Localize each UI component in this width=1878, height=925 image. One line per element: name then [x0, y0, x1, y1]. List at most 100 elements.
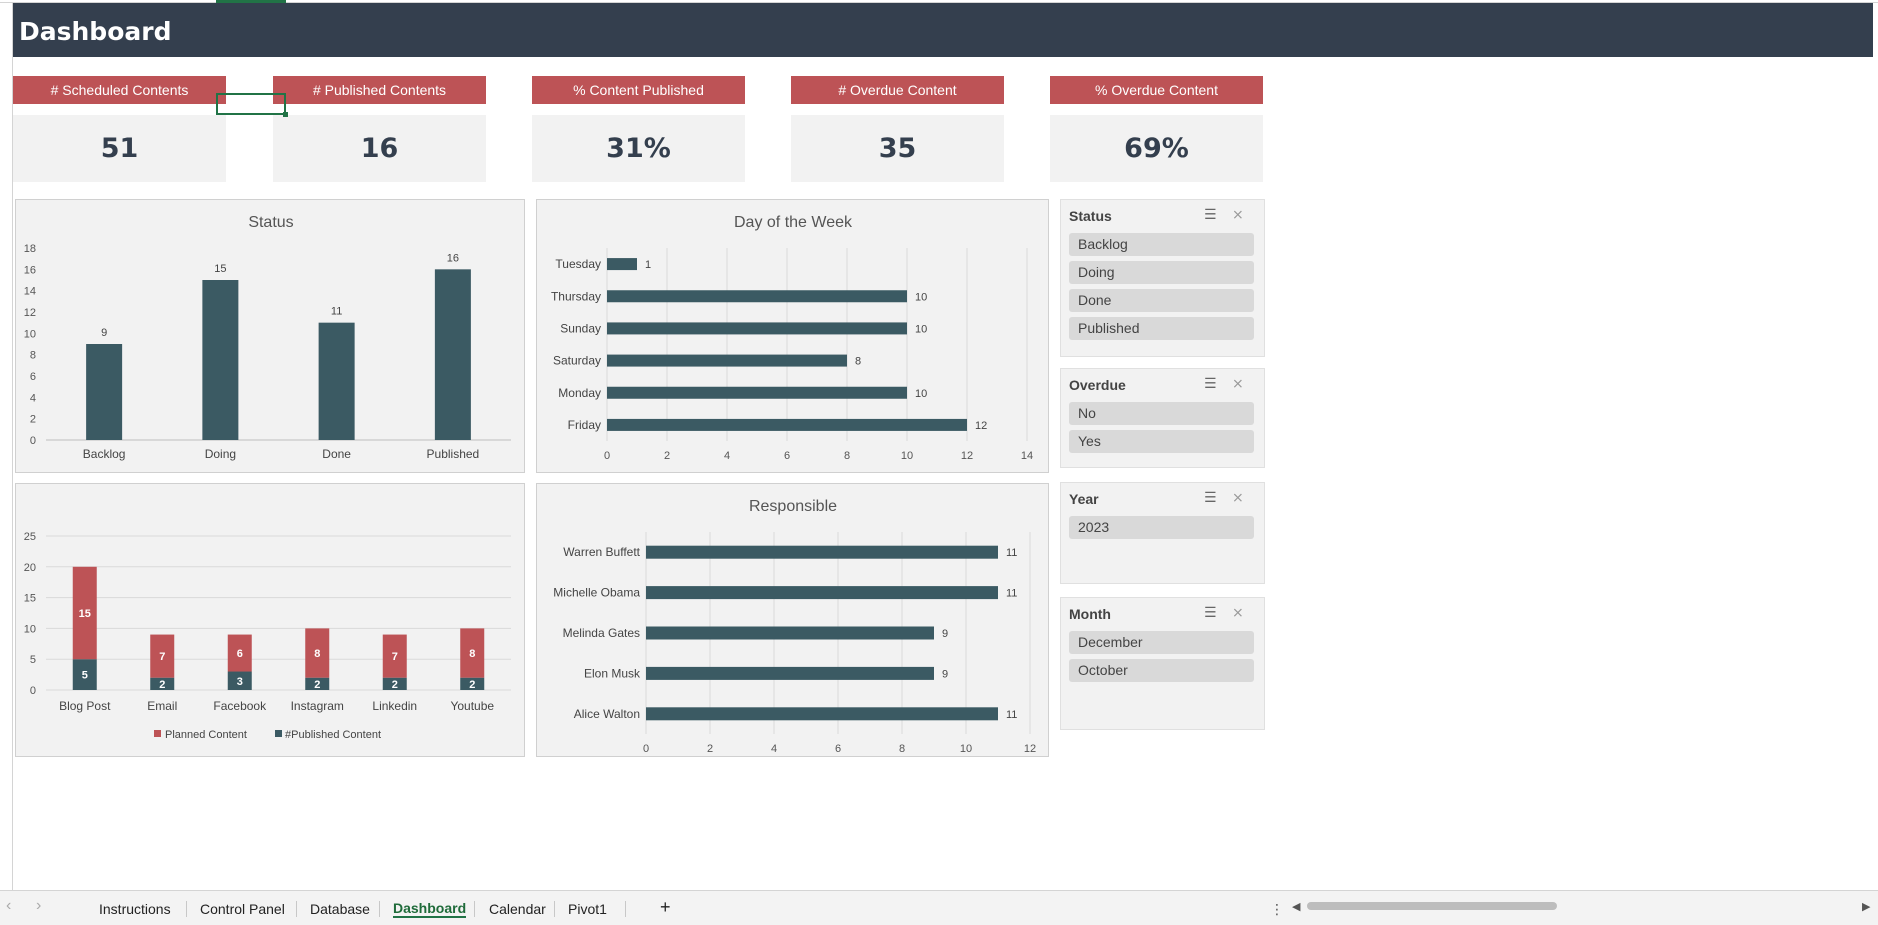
responsible-chart[interactable]: Responsible 0 2 4 6 8 10 12 Warren Buffett 11 Mich… [536, 483, 1049, 757]
data-label: 15 [79, 608, 91, 620]
x-tick-label: Facebook [213, 699, 267, 713]
x-tick-label: Email [147, 699, 177, 713]
x-tick-label: Done [322, 447, 351, 461]
y-tick-label: 14 [24, 286, 36, 298]
slicer-item-done[interactable]: Done [1069, 289, 1254, 312]
bar-planned-blog-post [72, 566, 97, 660]
day-of-week-chart[interactable]: Day of the Week 0 2 4 6 8 10 12 14 Tuesday 1 Thursd… [536, 199, 1049, 473]
status-chart-svg: Status 0 2 4 6 8 10 12 14 16 18 9 Backlog 15 Doing 11 Do… [24, 214, 511, 461]
more-options-icon[interactable]: ⋮ [1270, 901, 1284, 917]
data-label: 12 [975, 420, 987, 432]
kpi-scheduled-label: # Scheduled Contents [13, 76, 226, 104]
chart-title: Status [248, 214, 293, 231]
y-tick-label: Alice Walton [574, 707, 640, 721]
legend-swatch-planned [154, 730, 161, 737]
x-tick-label: Doing [205, 447, 236, 461]
bar-melinda-gates [646, 626, 934, 640]
bar-published-facebook [227, 671, 252, 690]
data-label: 5 [82, 670, 88, 682]
y-tick-label: 10 [24, 328, 36, 340]
tab-instructions[interactable]: Instructions [99, 901, 171, 917]
y-tick-label: Thursday [551, 289, 601, 303]
column-header-strip [0, 0, 1878, 3]
bar-warren-buffett [646, 545, 998, 559]
y-tick-label: 6 [30, 371, 36, 383]
horizontal-scrollbar-thumb[interactable] [1307, 902, 1557, 910]
slicer-item-yes[interactable]: Yes [1069, 430, 1254, 453]
slicer-item-doing[interactable]: Doing [1069, 261, 1254, 284]
tab-divider [379, 901, 380, 917]
slicer-month[interactable]: Month ☰ ⨯ December October [1060, 597, 1265, 730]
x-tick-label: 10 [901, 450, 913, 462]
active-cell-selection[interactable] [216, 93, 288, 117]
tab-database[interactable]: Database [310, 901, 370, 917]
content-type-chart[interactable]: 0 5 10 15 20 25 5 15 Blog Post 2 7 Email 3 6 Facebook 2… [15, 483, 525, 757]
y-tick-label: 25 [24, 531, 36, 543]
bar-planned-instagram [305, 628, 330, 678]
bar-published-youtube [460, 677, 485, 690]
kpi-pct-overdue-value: 69% [1050, 115, 1263, 182]
slicer-status-title: Status [1069, 208, 1112, 224]
clear-filter-icon[interactable]: ⨯ [1232, 375, 1244, 391]
clear-filter-icon[interactable]: ⨯ [1232, 489, 1244, 505]
multi-select-icon[interactable]: ☰ [1204, 489, 1217, 505]
tab-pivot1[interactable]: Pivot1 [568, 901, 607, 917]
tab-divider [186, 901, 187, 917]
scroll-right-icon[interactable]: ▶ [1862, 901, 1871, 913]
data-label: 8 [469, 648, 475, 660]
bar-planned-youtube [460, 628, 485, 678]
x-tick-label: 4 [771, 743, 777, 755]
clear-filter-icon[interactable]: ⨯ [1232, 206, 1244, 222]
tab-control-panel[interactable]: Control Panel [200, 901, 285, 917]
slicer-year[interactable]: Year ☰ ⨯ 2023 [1060, 482, 1265, 584]
tab-calendar[interactable]: Calendar [489, 901, 546, 917]
tab-dashboard[interactable]: Dashboard [393, 900, 467, 918]
data-label: 7 [159, 651, 165, 663]
bar-michelle-obama [646, 586, 998, 600]
kpi-pct-overdue-label: % Overdue Content [1050, 76, 1263, 104]
data-label: 7 [392, 651, 398, 663]
x-tick-label: 4 [724, 450, 730, 462]
kpi-scheduled-value: 51 [13, 115, 226, 182]
spreadsheet-area[interactable]: Dashboard # Scheduled Contents 51 # Publ… [0, 0, 1878, 890]
bar-published-email [150, 677, 175, 690]
multi-select-icon[interactable]: ☰ [1204, 375, 1217, 391]
chart-title: Day of the Week [734, 214, 853, 231]
slicer-overdue-title: Overdue [1069, 377, 1126, 393]
slicer-item-backlog[interactable]: Backlog [1069, 233, 1254, 256]
multi-select-icon[interactable]: ☰ [1204, 206, 1217, 222]
add-sheet-button[interactable]: + [660, 897, 671, 917]
slicer-item-2023[interactable]: 2023 [1069, 516, 1254, 539]
x-tick-label: 6 [835, 743, 841, 755]
bar-friday [607, 418, 967, 431]
x-tick-label: 2 [664, 450, 670, 462]
bar-planned-linkedin [382, 634, 407, 678]
x-tick-label: 0 [643, 743, 649, 755]
slicer-status[interactable]: Status ☰ ⨯ Backlog Doing Done Published [1060, 199, 1265, 357]
x-tick-label: Blog Post [59, 699, 111, 713]
y-tick-label: Sunday [560, 321, 601, 335]
legend-swatch-published [275, 730, 282, 737]
chevron-left-icon[interactable]: ‹ [6, 897, 12, 914]
slicer-overdue[interactable]: Overdue ☰ ⨯ No Yes [1060, 368, 1265, 468]
y-tick-label: Tuesday [555, 257, 601, 271]
tab-divider [296, 901, 297, 917]
tab-divider [554, 901, 555, 917]
chevron-right-icon[interactable]: › [36, 897, 42, 914]
slicer-item-published[interactable]: Published [1069, 317, 1254, 340]
multi-select-icon[interactable]: ☰ [1204, 604, 1217, 620]
kpi-pct-published-label: % Content Published [532, 76, 745, 104]
y-tick-label: Monday [558, 386, 601, 400]
scroll-left-icon[interactable]: ◀ [1292, 901, 1301, 913]
x-tick-label: Linkedin [372, 699, 417, 713]
slicer-item-october[interactable]: October [1069, 659, 1254, 682]
bar-published [434, 269, 471, 440]
slicer-item-december[interactable]: December [1069, 631, 1254, 654]
bar-published-linkedin [382, 677, 407, 690]
clear-filter-icon[interactable]: ⨯ [1232, 604, 1244, 620]
status-chart[interactable]: Status 0 2 4 6 8 10 12 14 16 18 9 Backlog 15 Doing 11 Do… [15, 199, 525, 473]
slicer-item-no[interactable]: No [1069, 402, 1254, 425]
slicer-year-title: Year [1069, 491, 1099, 507]
x-tick-label: Instagram [291, 699, 344, 713]
bar-tuesday [607, 258, 637, 271]
